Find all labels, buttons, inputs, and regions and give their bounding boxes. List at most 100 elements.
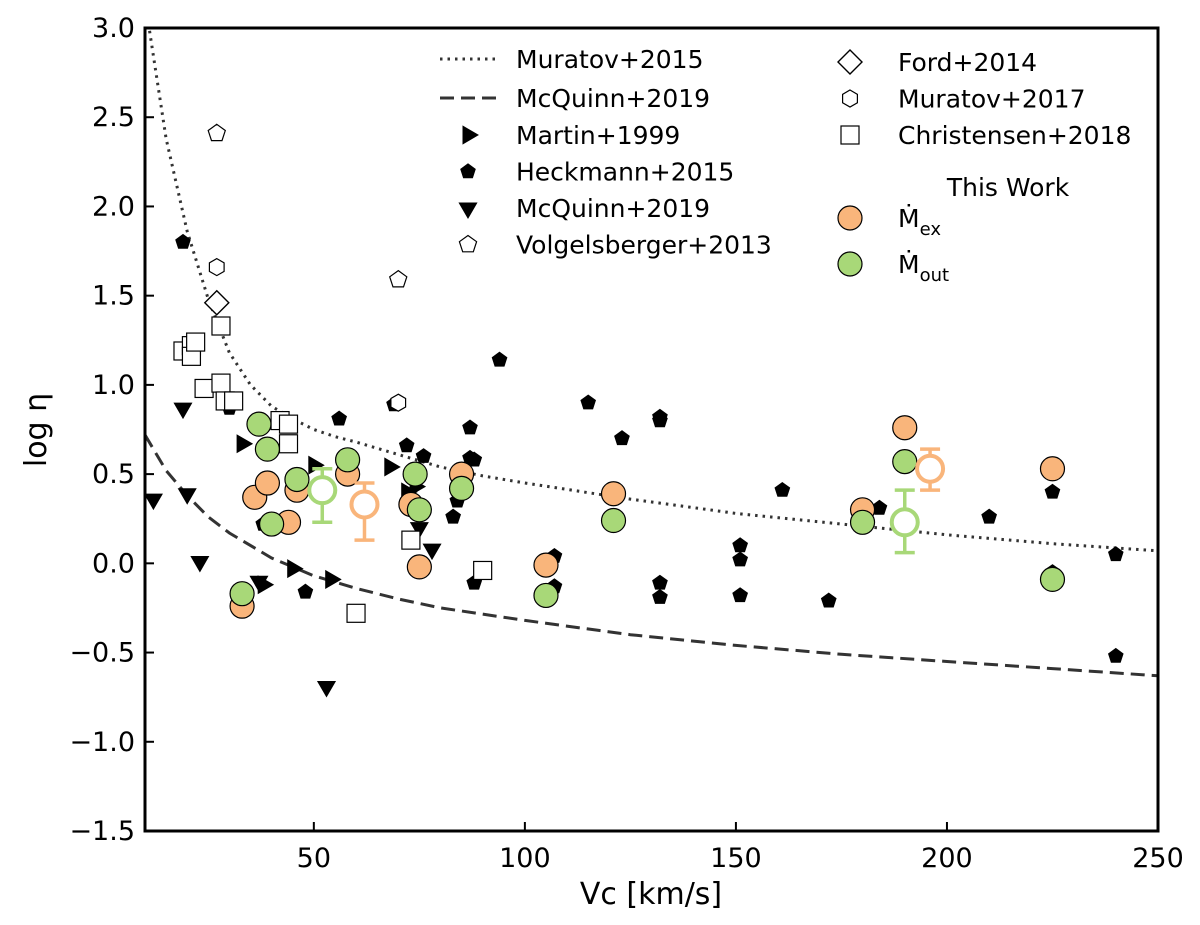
- data-points: [145, 123, 1124, 698]
- point-martin-1999: [384, 457, 401, 477]
- point-mcquinn-2019: [190, 556, 210, 573]
- point-mcquinn-2019: [316, 681, 337, 698]
- point-heckmann-2015: [175, 233, 191, 249]
- point-christensen-2018: [211, 373, 231, 393]
- point-out: [254, 436, 281, 462]
- point-out: [402, 461, 428, 487]
- point-mcquinn-2019: [177, 488, 197, 505]
- median-marker: [307, 475, 338, 506]
- legend-label: Heckmann+2015: [516, 158, 734, 187]
- point-martin-1999: [287, 559, 304, 579]
- legend-handle-martin-1999: [462, 125, 479, 145]
- y-tick-label: 0.0: [92, 548, 135, 579]
- point-out: [1039, 566, 1066, 592]
- legend-handle-christensen-2018: [840, 125, 860, 145]
- point-ex: [600, 481, 627, 507]
- point-mcquinn-2019: [173, 402, 193, 420]
- legend-label: McQuinn+2019: [516, 194, 710, 223]
- point-volgelsberger-2013: [207, 123, 227, 142]
- point-christensen-2018: [224, 391, 244, 411]
- point-heckmann-2015: [614, 430, 630, 446]
- plot-background: [145, 28, 1158, 831]
- point-christensen-2018: [346, 603, 366, 623]
- point-christensen-2018: [278, 434, 299, 454]
- legend-label: Christensen+2018: [898, 121, 1131, 150]
- point-out: [406, 497, 432, 523]
- x-tick-label: 200: [921, 843, 973, 874]
- legend-label: Muratov+2015: [516, 45, 703, 74]
- x-tick-label: 250: [1132, 843, 1184, 874]
- point-martin-1999: [236, 434, 254, 454]
- point-muratov-2017: [390, 393, 407, 412]
- legend-label: McQuinn+2019: [516, 84, 710, 113]
- point-ex: [1039, 456, 1066, 482]
- point-heckmann-2015: [297, 583, 314, 599]
- point-christensen-2018: [194, 378, 214, 399]
- point-heckmann-2015: [820, 592, 837, 608]
- line-mcquinn-2019-dashed: [145, 434, 1158, 678]
- point-mcquinn-2019: [145, 493, 163, 511]
- y-axis-title: log η: [19, 393, 54, 467]
- legend-handle-out: [837, 251, 863, 277]
- x-tick-label: 150: [710, 843, 762, 874]
- legend-title: This Work: [946, 173, 1070, 202]
- legend-handle-heckmann-2015: [460, 163, 476, 179]
- point-heckmann-2015: [1044, 483, 1061, 499]
- x-axis-title: Vc [km/s]: [580, 877, 722, 912]
- legend-handle-ex: [837, 205, 863, 231]
- point-muratov-2017: [208, 257, 225, 277]
- point-heckmann-2015: [445, 508, 462, 524]
- point-heckmann-2015: [580, 394, 597, 410]
- point-ex: [533, 552, 559, 578]
- point-heckmann-2015: [466, 451, 483, 467]
- series-ford-2014: [203, 289, 230, 316]
- legend-handle-ford-2014: [837, 49, 863, 75]
- legend-label: Ford+2014: [898, 48, 1037, 77]
- y-tick-label: 1.0: [92, 370, 135, 401]
- axis-ticks: 50 100 150 200 250 −1.5 −1.0 −0.5 0.0 0.5 1.0 1.5 2.…: [69, 13, 1183, 874]
- median-ex-median-high: [915, 447, 946, 492]
- median-marker: [915, 453, 946, 484]
- point-christensen-2018: [473, 560, 493, 581]
- legend-label: Martin+1999: [516, 121, 680, 150]
- legend-handle-mcquinn-2019: [458, 202, 478, 219]
- point-heckmann-2015: [981, 508, 998, 524]
- x-tick-label: 50: [297, 843, 331, 874]
- plot-frame: [143, 26, 1160, 833]
- legend-handle-muratov-2017: [841, 89, 859, 108]
- legend-label: Volgelsberger+2013: [516, 231, 772, 260]
- point-ex: [254, 470, 281, 496]
- point-heckmann-2015: [331, 410, 348, 426]
- y-tick-label: 3.0: [92, 13, 135, 44]
- point-out: [246, 411, 272, 437]
- legend: Muratov+2015 McQuinn+2019 Martin+1999 Heckm…: [440, 45, 1131, 286]
- series-muratov-2017: [208, 257, 407, 412]
- point-out: [533, 582, 559, 609]
- point-christensen-2018: [186, 332, 206, 352]
- point-ex: [892, 415, 918, 441]
- y-tick-label: 1.5: [92, 281, 135, 312]
- point-christensen-2018: [211, 316, 231, 336]
- x-tick-label: 100: [499, 843, 551, 874]
- series-volgelsberger-2013: [207, 123, 408, 288]
- point-heckmann-2015: [415, 448, 432, 463]
- median-out-median-low: [307, 467, 338, 525]
- series-martin-1999: [236, 434, 427, 595]
- point-heckmann-2015: [652, 588, 668, 604]
- point-out: [892, 449, 918, 475]
- legend-handle-volgelsberger-2013: [458, 234, 478, 253]
- point-heckmann-2015: [398, 437, 415, 453]
- series-mcquinn-2019: [145, 402, 442, 698]
- point-ford-2014: [203, 289, 230, 316]
- point-out: [229, 581, 255, 607]
- point-heckmann-2015: [732, 587, 749, 603]
- median-out-median-high: [889, 488, 920, 555]
- point-mcquinn-2019: [422, 543, 442, 561]
- point-volgelsberger-2013: [388, 269, 408, 288]
- point-heckmann-2015: [774, 481, 791, 497]
- legend-label: Muratov+2017: [898, 85, 1085, 114]
- point-out: [849, 509, 876, 535]
- point-martin-1999: [325, 569, 342, 589]
- point-ex: [406, 554, 432, 580]
